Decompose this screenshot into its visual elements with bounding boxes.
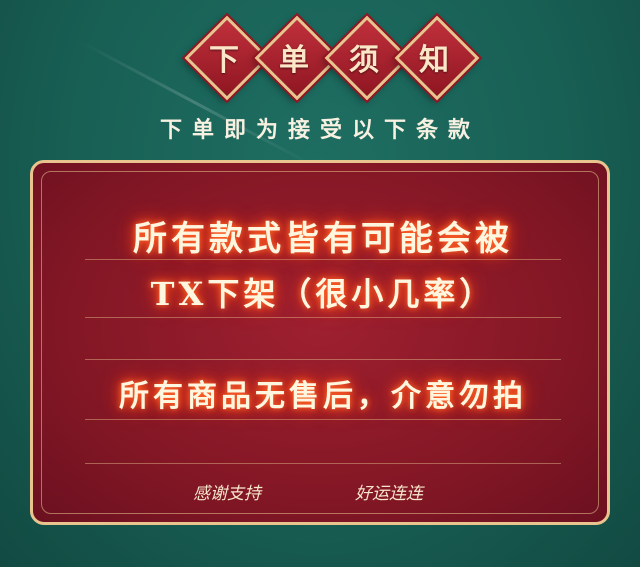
footer-thanks: 感谢支持 — [193, 484, 261, 504]
notice-line-3: 所有商品无售后，介意勿拍 — [119, 379, 527, 414]
divider-line — [85, 259, 561, 260]
divider-line — [85, 419, 561, 420]
divider-line — [85, 317, 561, 318]
notice-panel: 所有款式皆有可能会被 TX下架（很小几率） 所有商品无售后，介意勿拍 感谢支持 … — [30, 160, 610, 525]
notice-line-2: TX下架（很小几率） — [150, 275, 496, 313]
subtitle: 下单即为接受以下条款 — [159, 118, 480, 143]
title-banner: 下 单 须 知 — [0, 14, 640, 104]
panel-inner-border — [41, 171, 599, 514]
divider-line — [85, 463, 561, 464]
title-char: 须 — [349, 43, 379, 78]
title-char: 知 — [419, 43, 449, 78]
title-char: 单 — [279, 43, 309, 78]
footer-good-luck: 好运连连 — [355, 484, 423, 504]
notice-line-1: 所有款式皆有可能会被 — [133, 219, 513, 259]
title-char: 下 — [209, 43, 239, 78]
divider-line — [85, 359, 561, 360]
